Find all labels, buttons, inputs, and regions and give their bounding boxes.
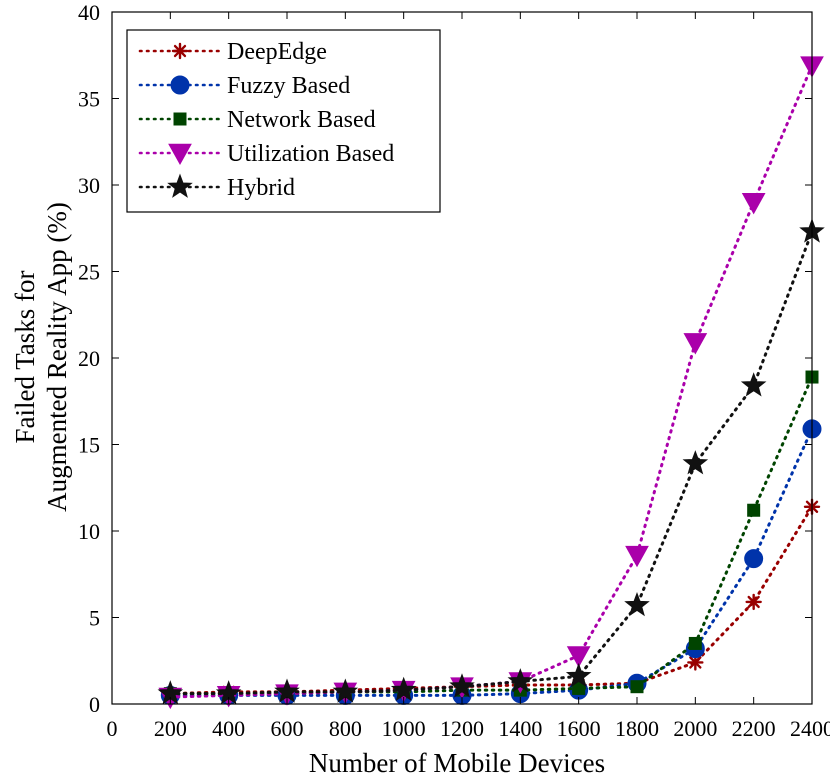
y-axis-title-line-1: Failed Tasks for [10,270,40,443]
data-point [683,333,708,355]
data-point [274,678,300,703]
data-point [745,593,762,611]
asterisk-stroke [747,595,760,609]
data-point [682,450,709,475]
y-tick-label: 35 [78,87,100,112]
y-tick-label: 20 [78,346,100,371]
legend-label: Hybrid [227,175,295,201]
legend-item: Network Based [138,107,376,133]
series-line [168,427,814,697]
legend-item: Hybrid [138,173,295,201]
data-point [630,680,644,694]
data-point [747,503,761,517]
y-axis-title-line-2: Augmented Reality App (%) [42,202,72,512]
legend-label: Network Based [227,107,376,133]
data-point [507,668,534,693]
data-point [741,193,766,215]
legend-label: Utilization Based [227,141,394,167]
x-tick-label: 1200 [440,716,484,741]
asterisk-stroke [173,44,187,58]
x-tick-label: 0 [107,716,118,741]
data-point [688,636,702,650]
y-tick-label: 40 [78,0,100,25]
x-tick-label: 800 [329,716,362,741]
y-tick-label: 15 [78,433,100,458]
data-point [565,662,592,688]
series-line [168,230,814,696]
x-tick-label: 1800 [615,716,659,741]
data-point [449,673,475,698]
y-tick-label: 30 [78,173,100,198]
data-point [332,678,359,703]
data-point [390,676,417,702]
data-point [624,591,650,617]
data-point [740,372,767,397]
legend-marker [171,42,189,60]
legend-label: DeepEdge [227,39,327,65]
legend-item: DeepEdge [138,39,327,65]
legend-marker [168,143,192,166]
asterisk-stroke [689,656,702,669]
legend-item: Utilization Based [138,141,394,167]
legend-marker [170,75,190,95]
y-tick-label: 25 [78,260,100,285]
legend-item: Fuzzy Based [138,73,350,99]
x-tick-label: 2000 [673,716,717,741]
legend-marker [173,112,187,126]
y-tick-label: 5 [89,606,100,631]
x-tick-label: 200 [154,716,187,741]
legend: DeepEdge Fuzzy Based Network Based Utilizat… [126,29,441,213]
data-point [625,545,649,568]
data-point [744,549,764,569]
x-tick-label: 600 [271,716,304,741]
x-tick-label: 1600 [557,716,601,741]
x-tick-label: 2200 [732,716,776,741]
x-tick-label: 400 [212,716,245,741]
x-tick-label: 2400 [790,716,830,741]
y-tick-label: 10 [78,519,100,544]
legend-label: Fuzzy Based [227,73,350,99]
data-point [572,681,586,695]
x-tick-label: 1400 [498,716,542,741]
data-point [566,646,591,668]
x-axis-title: Number of Mobile Devices [309,748,605,778]
legend-marker [167,173,193,198]
x-tick-label: 1000 [382,716,426,741]
axes-layer: 0 200 400 600 800 1000 1200 1400 1600 1800 2000 220… [78,0,830,741]
y-tick-label: 0 [89,692,100,717]
